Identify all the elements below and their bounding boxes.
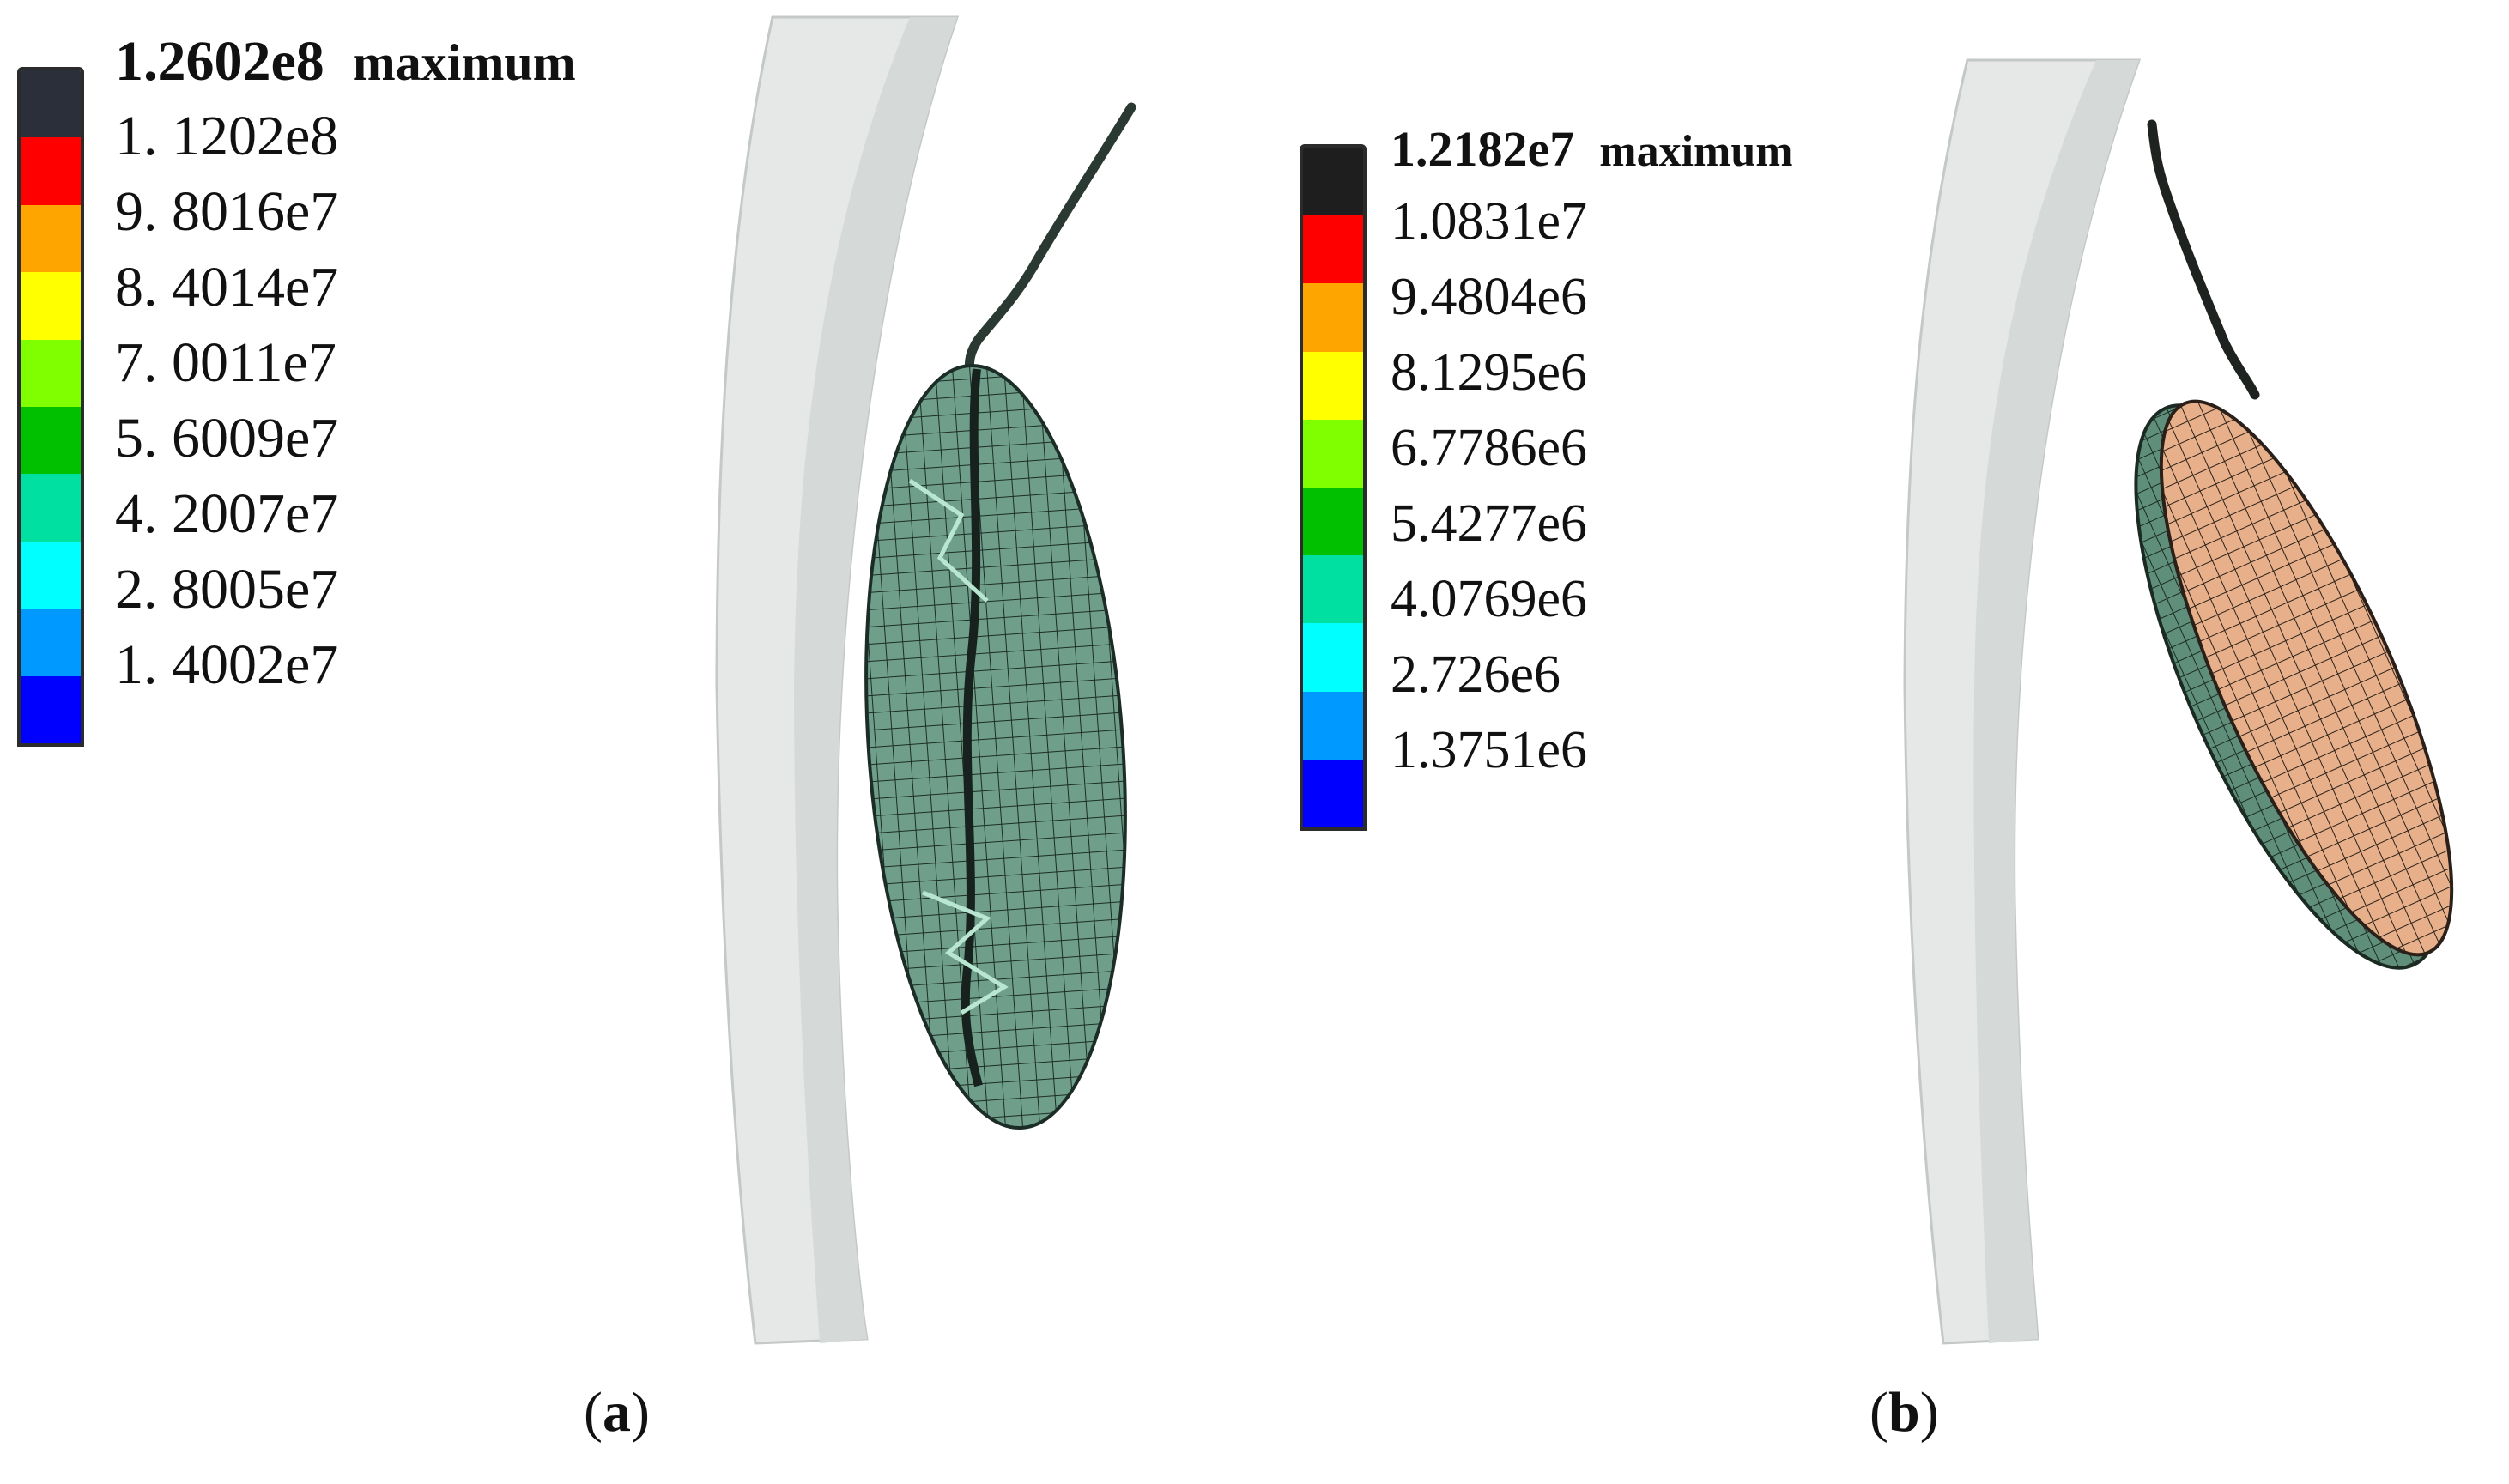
panel-b: 1.2182e7 maximum 1.0831e7 9.4804e6 8.129… [1255,0,2509,1484]
object-fold [922,890,1009,1015]
legend-color-bar [17,67,84,747]
legend-label: 9. 8016e7 [115,180,339,243]
legend-label: 8.1295e6 [1391,343,1588,402]
legend-label: 5. 6009e7 [115,407,339,469]
legend-swatch [21,137,81,205]
object-fold [908,478,989,603]
legend-label: 1. 4002e7 [115,633,339,696]
legend-swatch [21,474,81,542]
legend-swatch [21,406,81,475]
legend-max-label: 1.2182e7 maximum [1391,120,1793,178]
legend-max-label: 1.2602e8 maximum [115,29,576,94]
legend-label: 1.0831e7 [1391,192,1588,251]
panel-a: 1.2602e8 maximum 1. 1202e8 9. 8016e7 8. … [17,15,1136,1444]
legend-swatch [1303,691,1363,760]
simulation-scene-b [1903,58,2454,1345]
caption-a: (a) [584,1381,650,1444]
legend-label: 1.3751e6 [1391,721,1588,779]
legend-label: 2.726e6 [1391,645,1561,704]
legend-swatch [1303,487,1363,556]
caption-b: (b) [1870,1381,1939,1444]
legend-label: 7. 0011e7 [115,331,336,394]
legend-label: 2. 8005e7 [115,558,339,621]
curved-wall-face [794,17,957,1343]
legend-swatch [21,541,81,609]
legend-label: 1. 1202e8 [115,105,339,167]
deformed-object [2159,399,2454,957]
legend-swatch [1303,555,1363,624]
deformed-object [864,363,1127,1130]
legend-swatch [1303,419,1363,488]
legend-swatch [21,339,81,407]
legend-max-word: maximum [1599,127,1793,176]
tether-cable [964,102,1136,383]
legend-swatch [21,70,81,138]
legend-label: 9.4804e6 [1391,268,1588,326]
legend-label: 4. 2007e7 [115,482,339,545]
legend-swatch [1303,623,1363,692]
legend-swatch [21,675,81,743]
legend-max-value: 1.2182e7 [1391,121,1575,177]
legend-label: 4.0769e6 [1391,570,1588,628]
legend-swatch [1303,215,1363,284]
legend-swatch [1303,148,1363,216]
legend-swatch [21,609,81,676]
legend-swatch [1303,283,1363,352]
tether-cable [2147,119,2260,400]
legend-swatch [1303,759,1363,827]
legend-swatch [21,204,81,273]
legend-max-value: 1.2602e8 [115,30,324,93]
legend-swatch [21,272,81,340]
legend-label: 5.4277e6 [1391,494,1588,553]
legend-swatch [1303,351,1363,420]
legend-max-word: maximum [352,34,576,91]
simulation-scene-a [715,15,1136,1345]
curved-wall-face [1973,60,2139,1343]
legend-label: 6.7786e6 [1391,419,1588,477]
legend-label: 8. 4014e7 [115,256,339,318]
legend-color-bar [1300,144,1367,831]
